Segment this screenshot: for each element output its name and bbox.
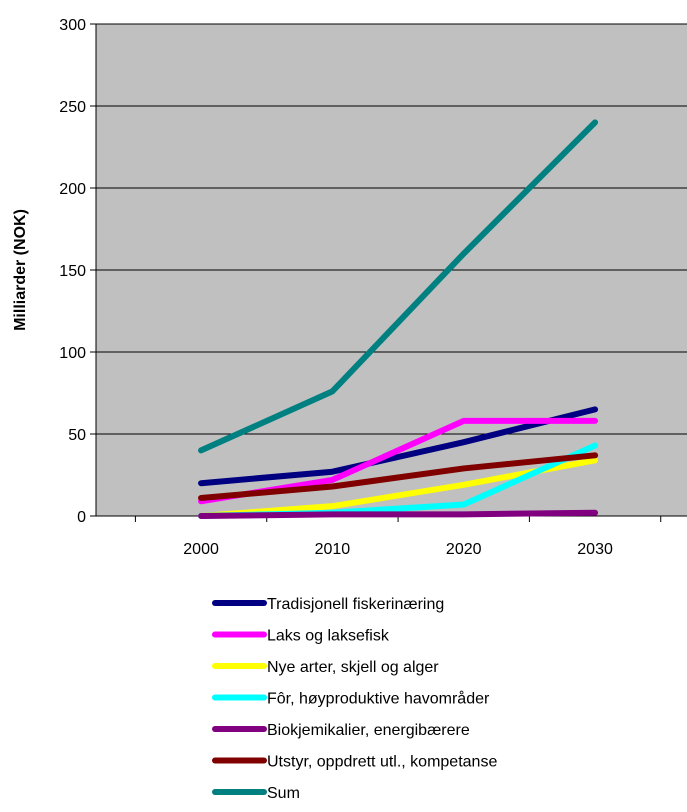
series-line — [198, 509, 599, 519]
legend-label: Sum — [267, 785, 300, 802]
x-tick-label: 2030 — [577, 541, 613, 558]
y-tick-label: 250 — [59, 99, 86, 116]
gridlines — [96, 23, 687, 435]
legend-label: Tradisjonell fiskerinæring — [267, 596, 444, 613]
series-lines — [198, 119, 599, 519]
series-line — [198, 406, 599, 487]
y-tick-label: 200 — [59, 181, 86, 198]
legend-label: Fôr, høyproduktive havområder — [267, 690, 490, 708]
legend-label: Laks og laksefisk — [267, 628, 390, 645]
y-axis-ticks: 0 50 100 150 200 250 300 — [59, 17, 96, 526]
y-tick-label: 300 — [59, 17, 86, 34]
y-axis-title: Milliarder (NOK) — [12, 209, 29, 331]
legend-label: Biokjemikalier, energibærere — [267, 722, 470, 739]
y-tick-label: 50 — [68, 427, 86, 444]
legend: Tradisjonell fiskerinæring Laks og laksef… — [212, 596, 497, 802]
x-axis-ticks: 2000 2010 2020 2030 — [134, 516, 662, 558]
y-tick-label: 100 — [59, 345, 86, 362]
x-tick-label: 2010 — [315, 541, 351, 558]
y-tick-label: 150 — [59, 263, 86, 280]
series-line — [198, 452, 599, 501]
legend-label: Nye arter, skjell og alger — [267, 659, 439, 676]
legend-label: Utstyr, oppdrett utl., kompetanse — [267, 754, 497, 771]
series-line — [198, 119, 599, 454]
x-tick-label: 2000 — [183, 541, 219, 558]
y-tick-label: 0 — [77, 509, 86, 526]
x-tick-label: 2020 — [446, 541, 482, 558]
